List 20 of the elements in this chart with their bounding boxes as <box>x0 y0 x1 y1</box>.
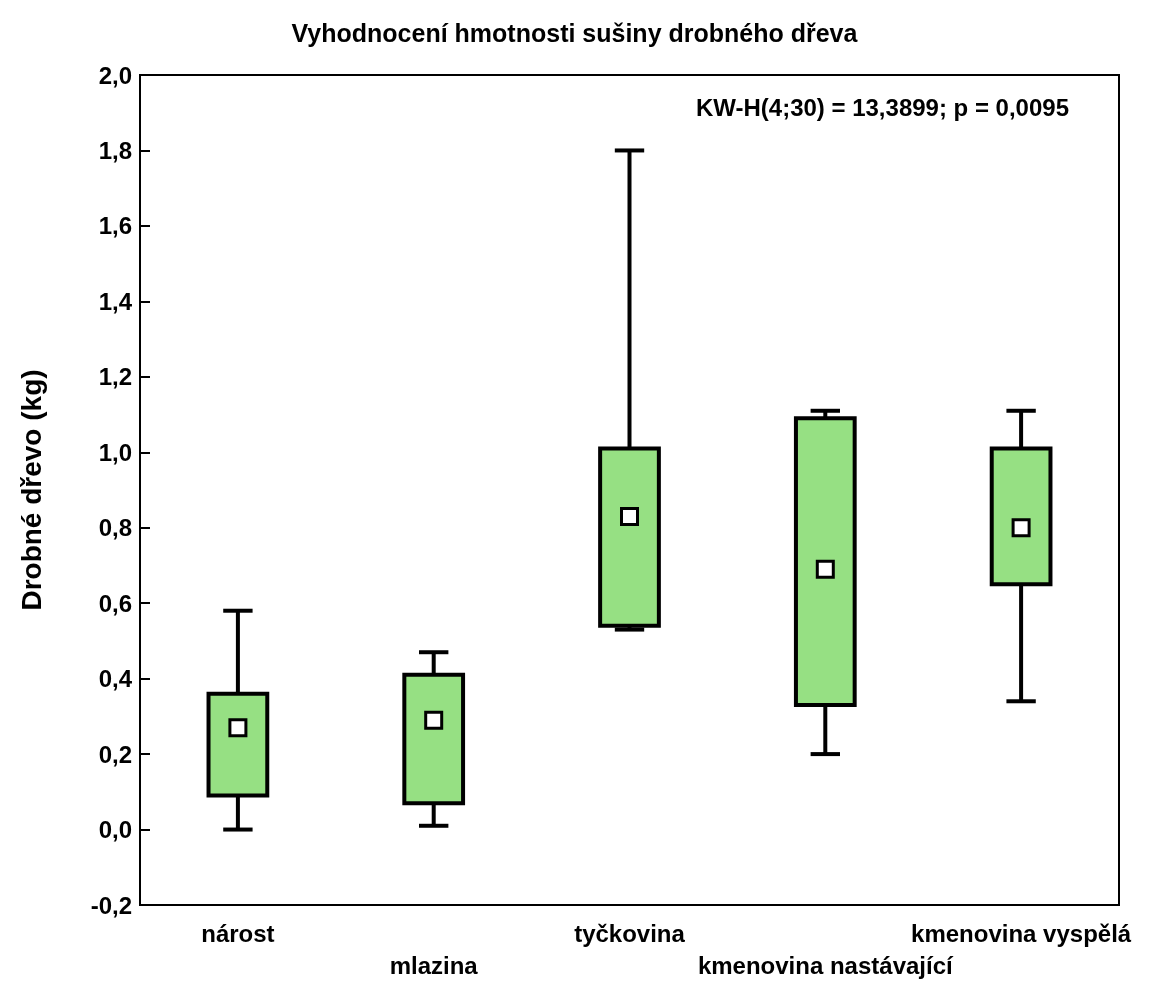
annotation: KW-H(4;30) = 13,3899; p = 0,0095 <box>695 93 1069 121</box>
x-tick-label: kmenovina vyspělá <box>911 919 1132 947</box>
x-tick-label: kmenovina nastávající <box>697 951 955 979</box>
y-tick-label: 0,2 <box>98 740 132 768</box>
y-tick-label: -0,2 <box>90 891 132 919</box>
y-tick-label: 1,0 <box>98 438 132 466</box>
y-tick-label: 0,8 <box>98 514 132 542</box>
y-axis-title: Drobné dřevo (kg) <box>15 369 47 611</box>
y-tick-label: 1,4 <box>98 287 133 315</box>
x-tick-label: tyčkovina <box>574 919 686 947</box>
y-tick-label: 2,0 <box>98 61 132 89</box>
x-tick-label: nárost <box>201 919 275 947</box>
y-tick-label: 1,6 <box>98 212 132 240</box>
chart-title: Vyhodnocení hmotnosti sušiny drobného dřeva <box>291 18 859 47</box>
y-tick-label: 1,2 <box>98 363 132 391</box>
x-tick-label: mlazina <box>389 951 479 979</box>
y-tick-label: 0,0 <box>98 816 132 844</box>
y-tick-label: 1,8 <box>98 136 132 164</box>
y-tick-label: 0,6 <box>98 589 132 617</box>
y-tick-label: 0,4 <box>98 665 133 693</box>
